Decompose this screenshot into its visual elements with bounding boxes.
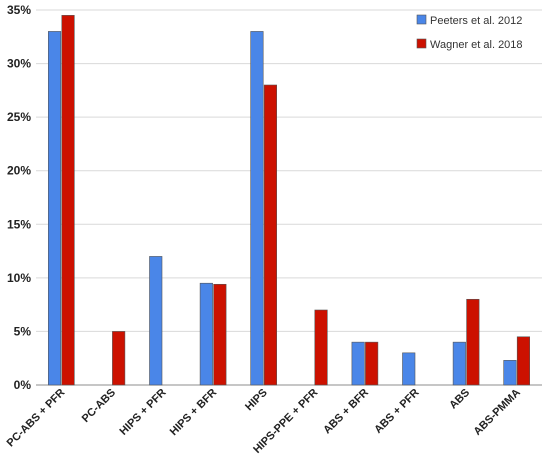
x-tick-label: ABS + PFR bbox=[372, 387, 421, 436]
bar-peeters bbox=[402, 352, 416, 386]
y-axis: 0% 5% 10% 15% 20% 25% 30% 35% bbox=[7, 3, 31, 392]
y-tick-label: 10% bbox=[7, 271, 31, 285]
y-tick-label: 20% bbox=[7, 164, 31, 178]
gridlines bbox=[36, 9, 542, 386]
x-tick-label: ABS-PMMA bbox=[472, 387, 523, 438]
bar-wagner bbox=[263, 84, 278, 386]
bar-wagner bbox=[314, 309, 328, 386]
y-tick-label: 15% bbox=[7, 217, 31, 231]
x-tick-label: ABS bbox=[447, 387, 472, 412]
bar-wagner bbox=[213, 283, 227, 386]
x-tick-label: PC-ABS + PFR bbox=[5, 387, 68, 450]
x-tick-label: HIPS + PFR bbox=[118, 387, 169, 438]
bar-wagner bbox=[466, 298, 480, 386]
legend-label: Peeters et al. 2012 bbox=[430, 15, 522, 27]
bar-peeters bbox=[199, 282, 213, 386]
bar-peeters bbox=[351, 341, 365, 386]
x-tick-label: HIPS + BFR bbox=[168, 387, 220, 439]
x-tick-label: HIPS bbox=[243, 387, 270, 414]
bar-peeters bbox=[47, 31, 62, 386]
x-axis: PC-ABS + PFR PC-ABS HIPS + PFR HIPS + BFR HI… bbox=[5, 387, 523, 456]
bar-wagner bbox=[365, 341, 379, 386]
bar-wagner bbox=[516, 336, 531, 386]
bar-peeters bbox=[503, 360, 517, 386]
y-tick-label: 5% bbox=[14, 324, 32, 338]
legend: Peeters et al. 2012 Wagner et al. 2018 bbox=[416, 14, 523, 51]
legend-swatch bbox=[416, 38, 427, 49]
legend-label: Wagner et al. 2018 bbox=[430, 39, 523, 51]
bars bbox=[47, 15, 531, 386]
bar-peeters bbox=[452, 341, 466, 386]
bar-peeters bbox=[250, 31, 264, 386]
y-tick-label: 0% bbox=[14, 378, 32, 392]
bar-peeters bbox=[149, 256, 163, 386]
x-tick-label: PC-ABS bbox=[80, 387, 118, 425]
legend-swatch bbox=[416, 14, 427, 25]
y-tick-label: 30% bbox=[7, 57, 31, 71]
y-tick-label: 25% bbox=[7, 110, 31, 124]
bar-wagner bbox=[61, 15, 75, 386]
bar-wagner bbox=[112, 331, 126, 386]
x-tick-label: ABS + BFR bbox=[321, 387, 371, 437]
y-tick-label: 35% bbox=[7, 3, 31, 17]
